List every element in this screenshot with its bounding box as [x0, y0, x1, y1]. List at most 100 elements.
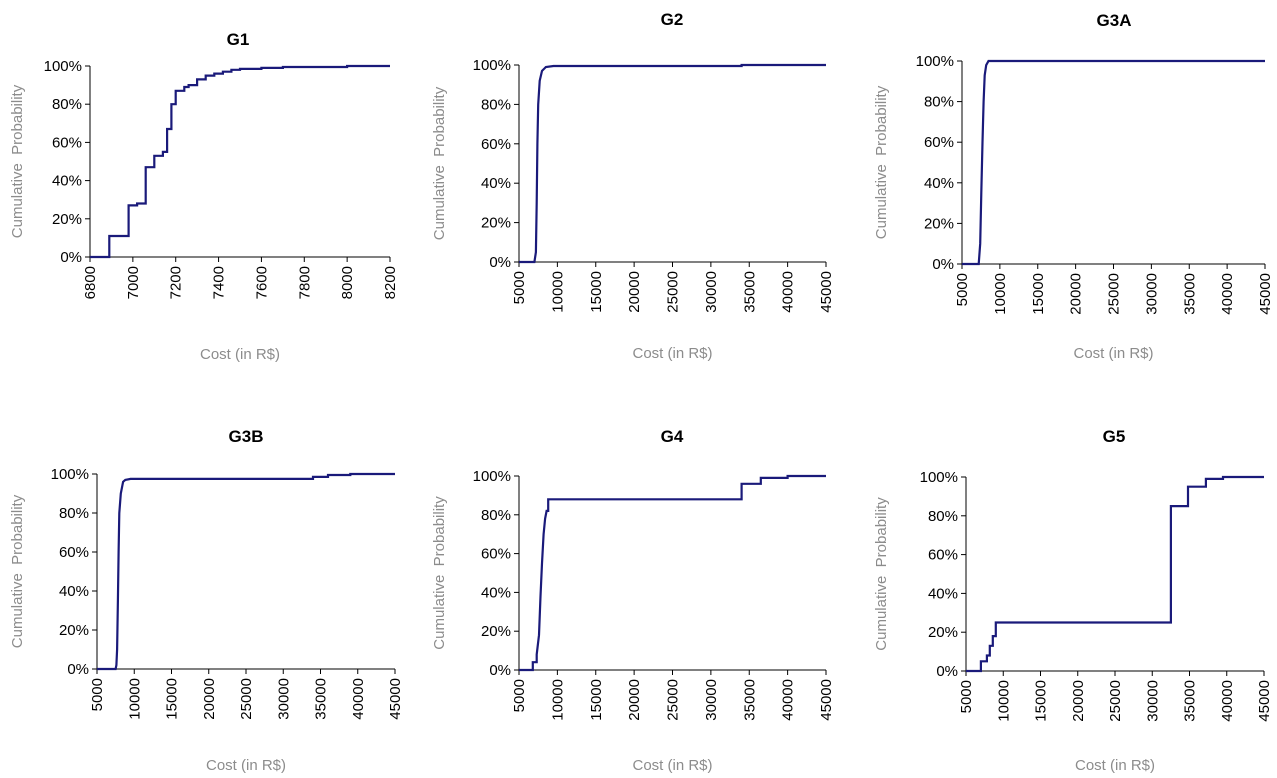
y-tick-label: 60% — [52, 134, 82, 151]
y-tick-label: 0% — [936, 663, 958, 680]
x-tick-label: 15000 — [588, 271, 605, 313]
x-tick-label: 5000 — [511, 271, 528, 304]
y-tick-label: 20% — [481, 215, 511, 232]
y-tick-label: 20% — [59, 622, 89, 639]
x-tick-label: 30000 — [703, 271, 720, 313]
x-tick-label: 6800 — [82, 266, 99, 299]
y-tick-label: 80% — [481, 507, 511, 524]
x-tick-label: 35000 — [741, 271, 758, 313]
x-tick-label: 8000 — [339, 266, 356, 299]
cdf-series-line — [97, 472, 395, 671]
x-tick-label: 20000 — [201, 678, 218, 720]
x-tick-label: 10000 — [992, 273, 1009, 315]
x-axis-label: Cost (in R$) — [1073, 345, 1153, 362]
cdf-series-line — [966, 475, 1264, 673]
y-tick-label: 0% — [67, 661, 89, 678]
y-tick-label: 80% — [481, 96, 511, 113]
y-tick-label: 40% — [928, 585, 958, 602]
y-tick-label: 40% — [59, 583, 89, 600]
y-tick-label: 40% — [52, 173, 82, 190]
x-axis-label: Cost (in R$) — [632, 345, 712, 362]
chart-panel-g1: G1 0% 20% 40% 60% 80% 100% 6800 7000 7200 7400 7600… — [9, 30, 399, 363]
x-tick-label: 40000 — [1219, 680, 1236, 722]
x-tick-label: 15000 — [588, 679, 605, 721]
x-tick-label: 30000 — [1143, 273, 1160, 315]
x-tick-label: 10000 — [549, 679, 566, 721]
y-tick-label: 20% — [52, 211, 82, 228]
x-tick-label: 45000 — [818, 679, 835, 721]
cdf-series-line — [90, 64, 390, 259]
y-tick-label: 60% — [928, 547, 958, 564]
y-tick-label: 60% — [924, 134, 954, 151]
chart-panel-g3a: G3A 0% 20% 40% 60% 80% 100% 5000 10000 15000 20000… — [873, 11, 1274, 362]
x-tick-label: 30000 — [275, 678, 292, 720]
chart-panel-g4: G4 0% 20% 40% 60% 80% 100% 5000 10000 15000 20000 2… — [431, 427, 835, 774]
y-tick-label: 20% — [924, 215, 954, 232]
x-tick-label: 40000 — [350, 678, 367, 720]
y-axis-label: Cumulative Probability — [9, 84, 26, 238]
chart-title: G2 — [661, 10, 684, 29]
x-tick-label: 45000 — [818, 271, 835, 313]
y-tick-label: 0% — [489, 662, 511, 679]
y-tick-label: 40% — [924, 175, 954, 192]
chart-panel-g2: G2 0% 20% 40% 60% 80% 100% 5000 10000 15000 20000 2… — [431, 10, 835, 362]
cdf-series-line — [962, 59, 1265, 266]
x-tick-label: 20000 — [626, 271, 643, 313]
chart-title: G3B — [229, 427, 264, 446]
y-tick-label: 20% — [481, 623, 511, 640]
y-tick-label: 40% — [481, 584, 511, 601]
x-tick-label: 15000 — [1030, 273, 1047, 315]
x-tick-label: 35000 — [1181, 273, 1198, 315]
x-tick-label: 25000 — [665, 271, 682, 313]
x-tick-label: 5000 — [958, 680, 975, 713]
y-tick-label: 100% — [916, 53, 954, 70]
y-tick-label: 60% — [481, 546, 511, 563]
y-tick-label: 0% — [932, 256, 954, 273]
x-axis-label: Cost (in R$) — [1075, 757, 1155, 774]
y-tick-label: 20% — [928, 624, 958, 641]
x-tick-label: 45000 — [1256, 680, 1273, 722]
x-tick-label: 15000 — [1033, 680, 1050, 722]
y-axis-label: Cumulative Probability — [873, 85, 890, 239]
x-tick-label: 5000 — [89, 678, 106, 711]
x-tick-label: 25000 — [665, 679, 682, 721]
x-axis-label: Cost (in R$) — [200, 346, 280, 363]
y-tick-label: 80% — [52, 96, 82, 113]
x-tick-label: 30000 — [1144, 680, 1161, 722]
chart-title: G4 — [661, 427, 684, 446]
x-tick-label: 7600 — [253, 266, 270, 299]
x-tick-label: 20000 — [1068, 273, 1085, 315]
x-tick-label: 5000 — [511, 679, 528, 712]
x-tick-label: 7000 — [125, 266, 142, 299]
y-tick-label: 40% — [481, 175, 511, 192]
chart-panel-g3b: G3B 0% 20% 40% 60% 80% 100% 5000 10000 15000 20000… — [9, 427, 404, 774]
x-tick-label: 35000 — [313, 678, 330, 720]
chart-title: G5 — [1103, 427, 1126, 446]
y-tick-label: 60% — [59, 544, 89, 561]
y-tick-label: 100% — [920, 469, 958, 486]
x-tick-label: 40000 — [780, 271, 797, 313]
x-tick-label: 20000 — [626, 679, 643, 721]
x-tick-label: 45000 — [387, 678, 404, 720]
y-tick-label: 100% — [44, 58, 82, 75]
x-tick-label: 8200 — [382, 266, 399, 299]
x-tick-label: 25000 — [1107, 680, 1124, 722]
x-axis-label: Cost (in R$) — [632, 757, 712, 774]
y-tick-label: 100% — [51, 466, 89, 483]
chart-title: G3A — [1097, 11, 1132, 30]
y-tick-label: 100% — [473, 57, 511, 74]
x-tick-label: 35000 — [741, 679, 758, 721]
x-tick-label: 25000 — [1106, 273, 1123, 315]
y-axis-label: Cumulative Probability — [431, 496, 448, 650]
x-tick-label: 45000 — [1257, 273, 1274, 315]
x-tick-label: 5000 — [954, 273, 971, 306]
x-tick-label: 7400 — [211, 266, 228, 299]
y-tick-label: 0% — [60, 249, 82, 266]
x-tick-label: 7200 — [168, 266, 185, 299]
y-tick-label: 80% — [924, 94, 954, 111]
y-tick-label: 0% — [489, 254, 511, 271]
cdf-series-line — [519, 474, 826, 672]
x-tick-label: 35000 — [1182, 680, 1199, 722]
x-tick-label: 40000 — [1219, 273, 1236, 315]
